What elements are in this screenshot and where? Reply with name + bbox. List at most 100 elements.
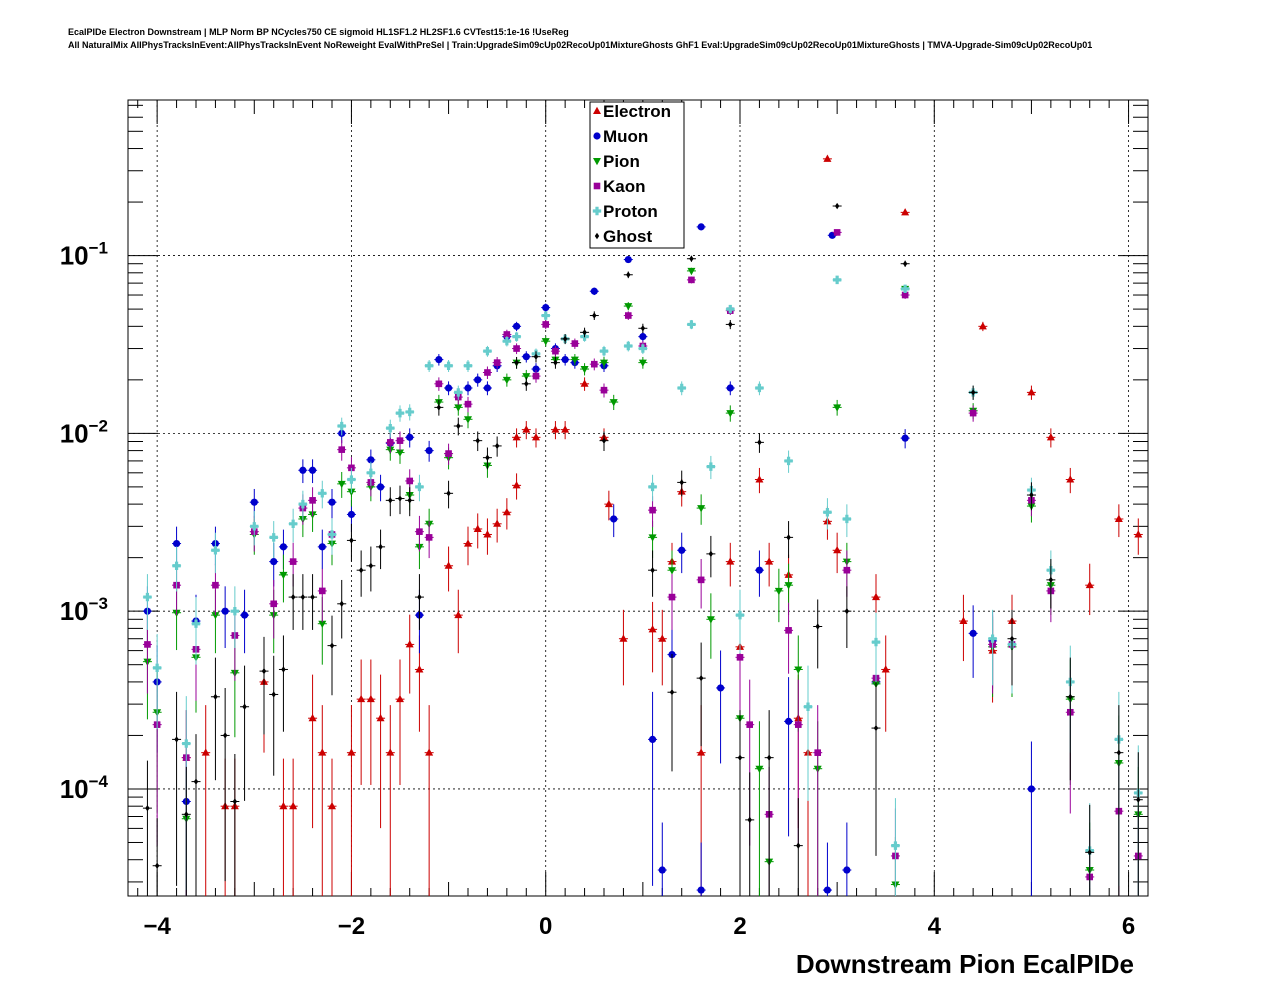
data-point: [716, 684, 725, 692]
legend-label-muon: Muon: [603, 127, 648, 146]
data-point: [532, 365, 540, 373]
data-point: [794, 666, 803, 674]
data-point: [174, 736, 179, 743]
data-point: [444, 561, 453, 569]
data-point: [571, 340, 579, 347]
data-point: [648, 625, 657, 633]
data-point: [735, 610, 745, 620]
data-point: [902, 260, 908, 267]
data-point: [648, 534, 657, 542]
data-point: [279, 801, 288, 810]
data-point: [766, 754, 772, 761]
data-point: [679, 479, 684, 486]
data-point: [493, 519, 502, 527]
data-point: [687, 267, 696, 276]
data-point: [553, 359, 558, 366]
data-point: [358, 566, 364, 574]
data-point: [755, 765, 764, 773]
data-point: [386, 423, 395, 433]
data-point: [600, 359, 608, 367]
legend-label-ghost: Ghost: [603, 227, 652, 246]
data-point: [688, 276, 695, 284]
data-point: [532, 372, 540, 380]
data-point: [726, 304, 735, 314]
data-point: [677, 383, 686, 393]
data-point: [784, 456, 793, 466]
data-point: [368, 562, 374, 569]
data-point: [435, 380, 443, 388]
data-point: [154, 862, 160, 869]
data-point: [395, 408, 405, 418]
data-point: [1009, 635, 1015, 642]
data-point: [638, 344, 648, 353]
data-point: [1029, 491, 1034, 499]
data-point: [842, 514, 852, 524]
data-point: [522, 425, 531, 433]
data-point: [639, 333, 647, 341]
data-point: [728, 321, 733, 328]
data-point: [726, 410, 735, 418]
data-point: [619, 634, 628, 642]
data-point: [484, 369, 491, 376]
data-point: [464, 416, 472, 424]
legend-label-electron: Electron: [603, 102, 671, 121]
data-point: [308, 466, 317, 474]
data-point: [211, 546, 220, 555]
data-point: [649, 506, 656, 514]
data-point: [668, 567, 676, 575]
data-point: [689, 255, 694, 262]
data-point: [648, 735, 657, 743]
data-point: [366, 694, 375, 703]
data-point: [416, 528, 423, 535]
data-point: [726, 384, 734, 392]
data-point: [349, 537, 354, 544]
data-point: [366, 468, 376, 478]
data-point: [580, 379, 589, 387]
data-point: [786, 534, 791, 541]
data-point: [502, 507, 511, 516]
data-point: [524, 380, 529, 388]
data-point: [599, 346, 609, 356]
data-point: [988, 634, 997, 643]
data-point: [212, 581, 219, 589]
data-point: [308, 713, 317, 722]
data-point: [347, 475, 356, 484]
plot-header-line-2: All NaturalMix AllPhysTracksInEvent:AllP…: [68, 40, 1093, 50]
legend-marker-kaon: [593, 182, 601, 190]
data-point: [425, 447, 433, 455]
data-point: [881, 665, 890, 673]
series-ghost: [142, 202, 1143, 896]
data-point: [708, 550, 714, 558]
data-point: [211, 612, 220, 620]
data-point: [512, 332, 521, 341]
data-point: [386, 439, 394, 446]
data-point: [270, 600, 278, 608]
data-point: [339, 600, 344, 608]
data-point: [145, 804, 150, 812]
data-point: [475, 437, 480, 444]
data-point: [541, 311, 550, 320]
data-point: [435, 355, 443, 364]
legend-marker-ghost: [594, 232, 600, 240]
data-point: [765, 557, 774, 565]
data-point: [456, 422, 461, 430]
data-point: [376, 483, 385, 491]
data-point: [328, 498, 336, 506]
legend-marker-muon: [593, 132, 601, 140]
data-point: [182, 739, 191, 748]
data-point: [289, 558, 297, 565]
data-point: [1027, 785, 1036, 793]
data-point: [463, 361, 473, 370]
data-point: [901, 291, 909, 299]
data-point: [834, 202, 840, 210]
data-point: [522, 373, 531, 381]
data-point: [309, 497, 316, 504]
data-point: [757, 439, 762, 446]
data-point: [626, 271, 631, 278]
data-point: [464, 384, 472, 392]
data-point: [337, 421, 346, 431]
data-point: [624, 255, 632, 264]
data-point: [706, 462, 716, 471]
data-point: [454, 404, 463, 412]
